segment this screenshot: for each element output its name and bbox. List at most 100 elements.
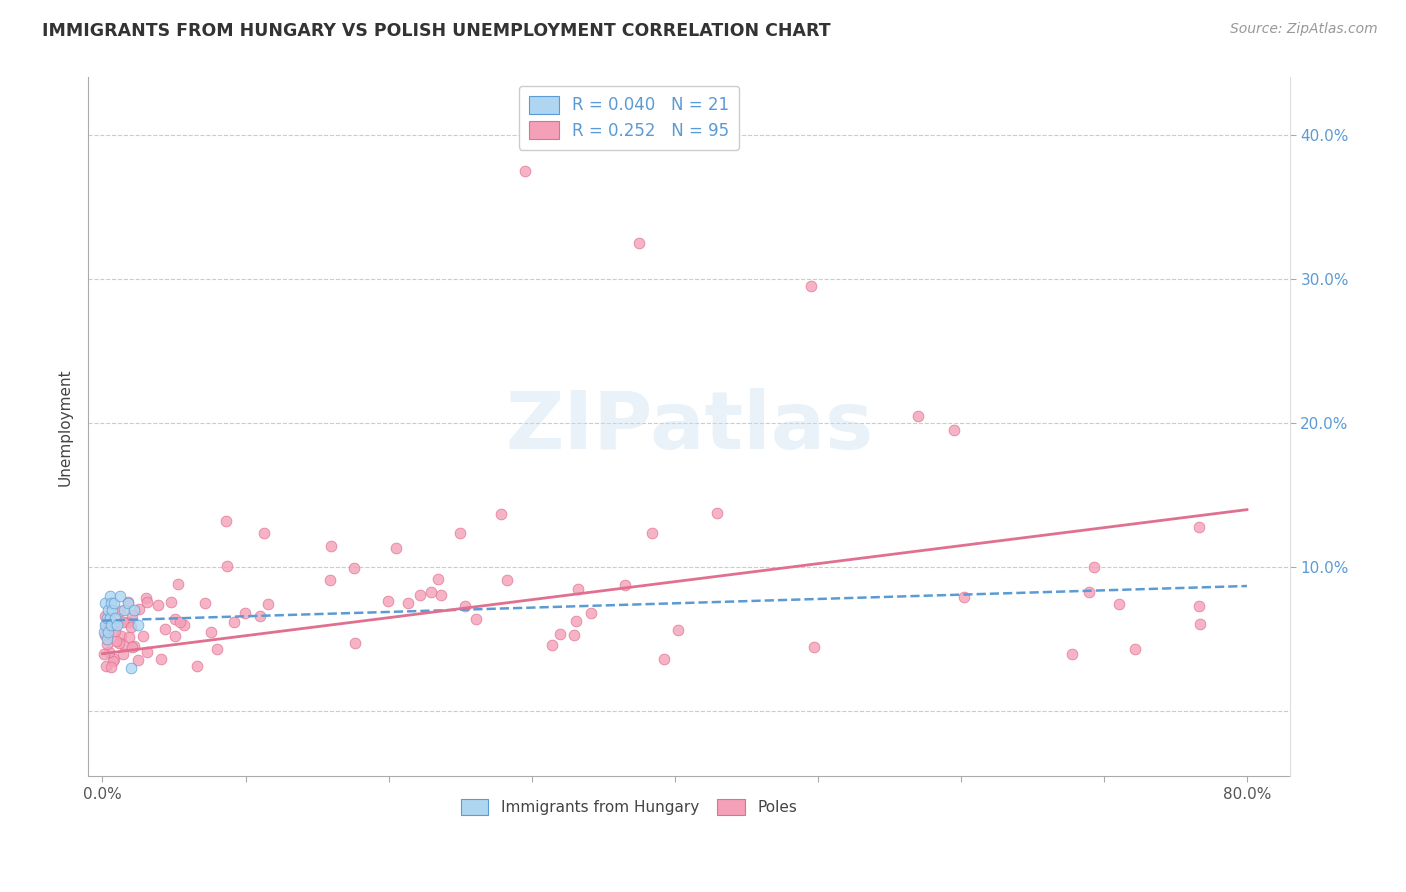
Point (103, 651, 125, 665)
Point (94, 617, 117, 632)
Point (97, 625, 120, 640)
Point (127, 618, 149, 632)
Point (121, 640, 143, 654)
Point (907, 409, 929, 423)
Point (169, 615, 191, 629)
Point (567, 582, 589, 597)
Point (150, 652, 173, 666)
Point (96, 632, 118, 647)
Point (217, 558, 239, 573)
Point (159, 595, 181, 609)
Point (513, 164, 536, 178)
Point (953, 590, 976, 604)
Point (94, 618, 117, 632)
Point (454, 599, 477, 613)
Point (105, 618, 128, 632)
Point (167, 577, 190, 591)
Text: ZIPatlas: ZIPatlas (505, 388, 873, 466)
Point (222, 615, 245, 629)
Point (579, 607, 602, 621)
Point (96, 610, 118, 624)
Point (385, 541, 408, 556)
Point (112, 603, 135, 617)
Point (117, 615, 139, 629)
Point (93, 625, 115, 640)
Point (104, 610, 127, 624)
Point (1108, 597, 1130, 611)
Point (1077, 584, 1099, 599)
Point (120, 620, 142, 634)
Point (128, 601, 150, 615)
Point (135, 591, 157, 605)
Point (135, 595, 157, 609)
Point (117, 595, 139, 609)
Point (194, 596, 217, 610)
Point (257, 597, 280, 611)
Point (94, 608, 117, 623)
Point (103, 596, 125, 610)
Point (94, 628, 117, 642)
Point (706, 506, 728, 520)
Point (96, 637, 118, 651)
Point (96, 624, 118, 638)
Point (641, 525, 664, 540)
Point (1123, 642, 1146, 657)
Point (122, 639, 145, 653)
Point (495, 573, 517, 587)
Point (135, 645, 157, 659)
Point (1083, 559, 1105, 574)
Point (1188, 520, 1211, 534)
Point (491, 507, 513, 521)
Point (112, 647, 135, 661)
Point (148, 598, 170, 612)
Point (652, 652, 675, 666)
Point (800, 279, 823, 293)
Point (343, 635, 366, 649)
Point (112, 637, 135, 651)
Point (94, 659, 117, 673)
Point (104, 624, 127, 638)
Point (666, 624, 689, 638)
Text: Source: ZipAtlas.com: Source: ZipAtlas.com (1230, 22, 1378, 37)
Point (111, 615, 134, 630)
Point (163, 612, 186, 626)
Point (98, 645, 121, 659)
Point (100, 618, 122, 632)
Point (122, 603, 145, 617)
Point (1188, 599, 1211, 613)
Point (614, 577, 637, 591)
Point (94, 596, 117, 610)
Point (803, 640, 825, 654)
Point (98, 610, 121, 624)
Point (100, 596, 122, 610)
Point (120, 661, 142, 675)
Point (540, 639, 562, 653)
Point (343, 561, 366, 575)
Point (233, 606, 256, 620)
Point (117, 596, 139, 610)
Point (98, 612, 121, 626)
Point (449, 525, 471, 540)
Point (101, 603, 124, 617)
Point (627, 236, 650, 251)
Point (377, 594, 399, 608)
Point (100, 660, 122, 674)
Point (108, 589, 131, 603)
Text: IMMIGRANTS FROM HUNGARY VS POLISH UNEMPLOYMENT CORRELATION CHART: IMMIGRANTS FROM HUNGARY VS POLISH UNEMPL… (42, 22, 831, 40)
Legend: Immigrants from Hungary, Poles: Immigrants from Hungary, Poles (451, 789, 806, 824)
Point (108, 636, 131, 650)
Point (93, 647, 115, 661)
Point (319, 573, 342, 587)
Point (153, 622, 176, 636)
Point (1060, 647, 1083, 661)
Point (104, 634, 127, 648)
Point (1188, 616, 1211, 631)
Point (398, 596, 420, 610)
Point (97, 603, 120, 617)
Point (249, 609, 271, 624)
Point (207, 641, 229, 656)
Point (942, 424, 965, 438)
Point (465, 612, 488, 626)
Point (253, 526, 276, 541)
Point (319, 539, 342, 553)
